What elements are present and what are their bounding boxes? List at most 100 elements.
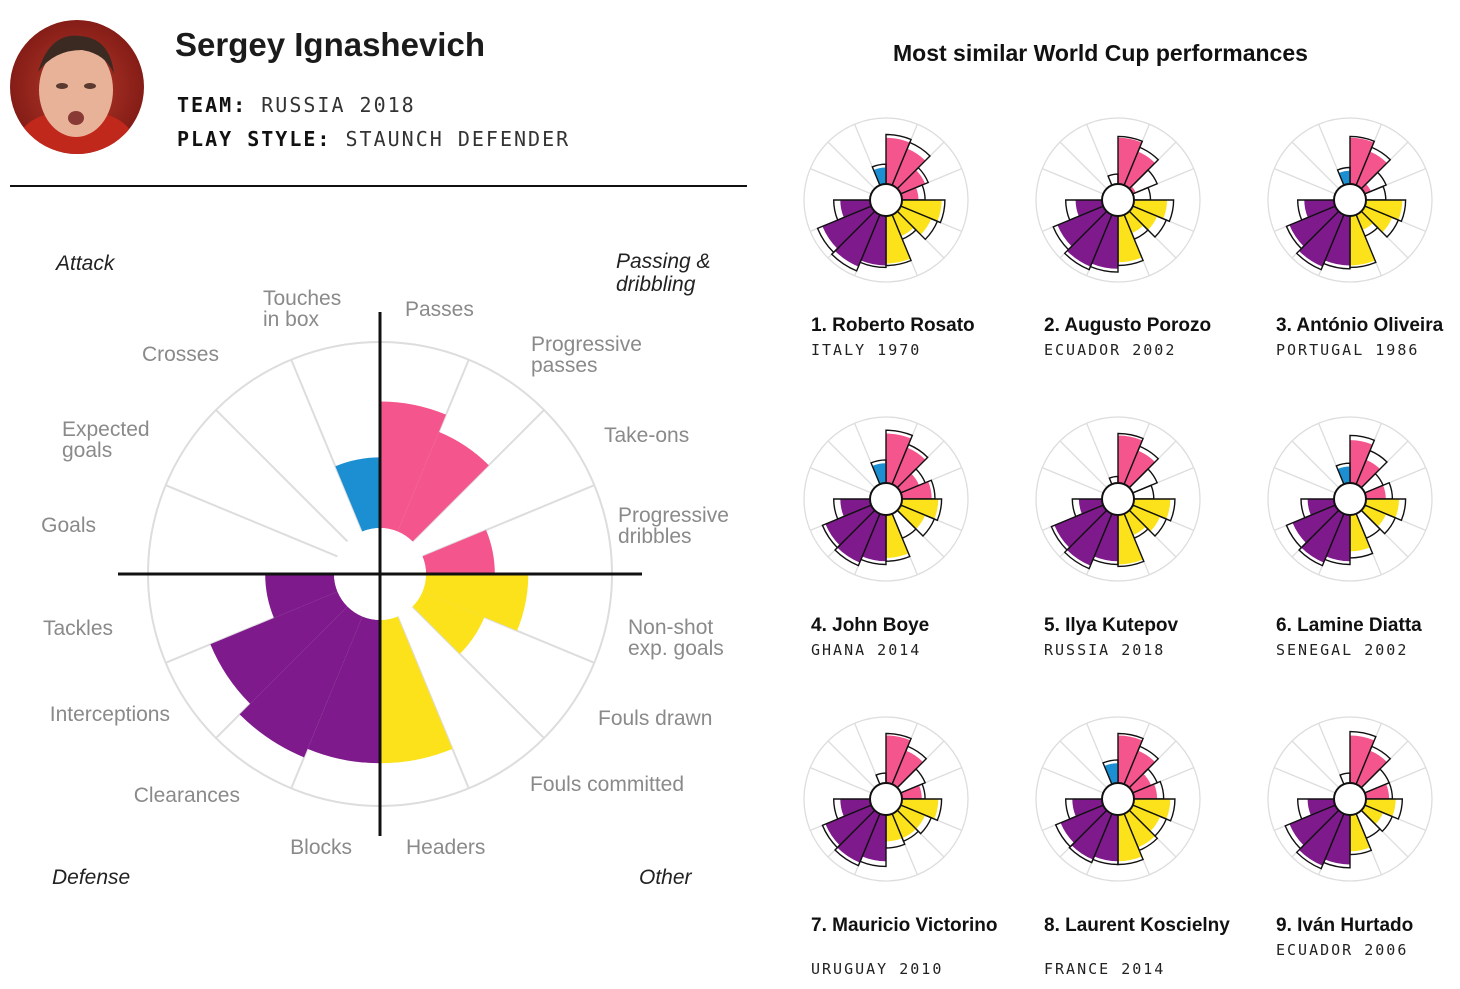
similar-name-1: 1. Roberto Rosato [811,316,1001,336]
mini8-bar-blocks [1094,813,1118,862]
mini5-bar-interceptions [1054,505,1107,548]
similar-rose-6 [1267,416,1433,582]
mini1-bar-progressive-dribbles [900,187,919,200]
similar-team-4: GHANA 2014 [811,641,922,659]
similar-player-name: António Oliveira [1296,315,1444,336]
mini8-bar-passes [1118,735,1143,785]
similar-rank: 5. [1044,615,1066,636]
similar-rank: 8. [1044,915,1066,936]
similar-rank: 6. [1276,615,1298,636]
mini2-bar-clearances [1067,211,1112,267]
quadrant-label-defense: Defense [52,866,130,889]
play-style-label: PLAY STYLE: [177,127,332,151]
mini1-bar-progressive-passes [892,148,926,189]
similar-team-3: PORTUGAL 1986 [1276,341,1420,359]
mini7-bar-non-shot-exp-goals [900,799,939,820]
metric-label-crosses: Crosses [142,343,219,366]
similar-player-name: John Boye [832,615,930,636]
similar-player-name: Mauricio Victorino [832,915,998,936]
similar-player-name: Roberto Rosato [832,315,975,336]
mini2-bar-progressive-passes [1124,151,1155,189]
similar-rank: 3. [1276,315,1297,336]
mini4-bar-headers [886,513,909,558]
mini2-bar-headers [1118,214,1142,263]
mini7-bar-interceptions [825,805,875,846]
metric-label-passes: Passes [405,298,474,321]
metric-label-interceptions: Interceptions [50,703,170,726]
team-line: TEAM: RUSSIA 2018 [177,93,416,117]
mini5-bar-clearances [1067,510,1112,566]
similar-player-name: Ilya Kutepov [1065,615,1179,636]
main-bar-interceptions [210,591,348,704]
metric-label-clearances: Clearances [134,784,240,807]
similar-rank: 9. [1276,915,1298,936]
similar-rose-8 [1035,716,1201,882]
similar-name-8: 8. Laurent Koscielny [1044,916,1234,936]
mini4-bar-progressive-dribbles [900,481,932,499]
similar-team-5: RUSSIA 2018 [1044,641,1166,659]
mini9-bar-progressive-passes [1356,750,1387,788]
mini3-bar-blocks [1324,214,1350,266]
mini2-bar-passes [1118,137,1142,186]
mini5-bar-tackles [1078,499,1104,514]
mini1-bar-non-shot-exp-goals [900,200,942,222]
mini4-bar-clearances [837,510,880,563]
mini8-bar-headers [1118,813,1142,862]
similar-rose-7 [803,716,969,882]
similar-player-name: Laurent Koscielny [1065,915,1230,936]
mini8-bar-progressive-passes [1124,750,1155,788]
main-bar-blocks [307,616,380,764]
mini2-bar-blocks [1091,214,1118,269]
team-value: RUSSIA 2018 [261,93,416,117]
mini5-bar-headers [1118,513,1144,565]
similar-name-6: 6. Lamine Diatta [1276,616,1460,636]
mini7-bar-progressive-dribbles [900,785,922,799]
metric-label-fouls-committed: Fouls committed [530,773,684,796]
mini9-bar-progressive-dribbles [1364,784,1390,799]
mini4-bar-blocks [862,513,886,562]
main-bar-non-shot-exp-goals [422,574,529,631]
mini6-bar-clearances [1301,510,1344,563]
mini3-bar-interceptions [1289,206,1339,247]
main-bar-tackles [265,574,338,618]
mini4-bar-touches-in-box [872,463,886,485]
metric-label-expected-goals: Expected goals [62,418,150,462]
mini1-bar-tackles [840,200,872,218]
similar-team-2: ECUADOR 2002 [1044,341,1177,359]
mini1-bar-interceptions [822,206,875,249]
metric-label-tackles: Tackles [43,617,113,640]
metric-label-take-ons: Take-ons [604,424,689,447]
mini6-bar-touches-in-box [1337,466,1350,485]
team-label: TEAM: [177,93,248,117]
mini2-bar-fouls-drawn [1129,206,1158,230]
mini6-bar-passes [1350,440,1373,485]
mini7-bar-headers [886,813,903,842]
play-style-line: PLAY STYLE: STAUNCH DEFENDER [177,127,570,151]
mini5-bar-outline-3 [1131,484,1155,500]
mini9-bar-blocks [1324,813,1350,865]
metric-label-non-shot-exp-goals: Non-shot exp. goals [628,616,724,660]
similar-name-4: 4. John Boye [811,616,1001,636]
mini8-bar-clearances [1071,810,1112,860]
similar-rose-5 [1035,416,1201,582]
mini5-bar-progressive-passes [1124,450,1155,488]
mini3-bar-non-shot-exp-goals [1364,200,1403,221]
mini3-bar-touches-in-box [1338,170,1350,186]
metric-label-progressive-passes: Progressive passes [531,333,642,377]
mini3-bar-passes [1350,137,1374,186]
similar-name-9: 9. Iván Hurtado [1276,916,1460,936]
similar-rose-1 [803,117,969,283]
similar-team-7: URUGUAY 2010 [811,960,944,978]
mini4-bar-take-ons [897,473,920,493]
mini7-bar-clearances [837,810,880,863]
mini6-bar-progressive-dribbles [1364,485,1386,499]
mini9-bar-tackles [1307,799,1336,816]
main-bar-fouls-drawn [412,591,485,654]
player-name: Sergey Ignashevich [175,26,485,63]
mini1-bar-fouls-drawn [897,206,932,235]
metric-label-goals: Goals [41,514,96,537]
mini3-bar-fouls-drawn [1361,206,1393,233]
similar-name-5: 5. Ilya Kutepov [1044,616,1234,636]
similar-team-8: FRANCE 2014 [1044,960,1166,978]
similar-rank: 7. [811,915,833,936]
